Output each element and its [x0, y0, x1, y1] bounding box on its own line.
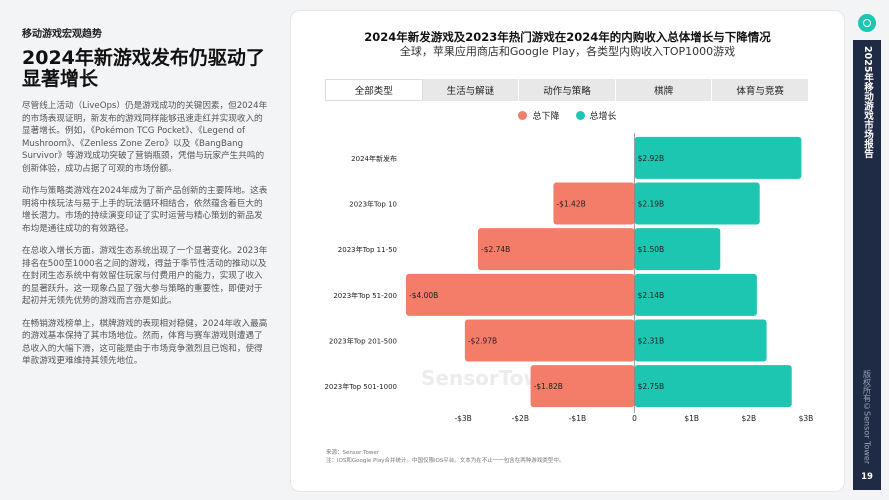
decline-value-label: -$4.00B [409, 291, 438, 300]
growth-value-label: $2.14B [638, 291, 665, 300]
category-label: 2024年新发布 [351, 154, 397, 163]
category-label: 2023年Top 51-200 [333, 291, 397, 300]
growth-value-label: $1.50B [638, 245, 665, 254]
decline-value-label: -$1.82B [534, 382, 563, 391]
decline-bar [406, 273, 635, 316]
decline-bar [478, 228, 635, 271]
category-label: 2023年Top 11-50 [338, 245, 397, 254]
chart-subtitle: 全球，苹果应用商店和Google Play，各类型内购收入TOP1000游戏 [399, 45, 736, 58]
tab-sports-racing[interactable]: 体育与竞赛 [712, 79, 809, 101]
body-text: 尽管线上活动（LiveOps）仍是游戏成功的关键因素，但2024年的市场表现证明… [22, 100, 270, 378]
x-tick-label: 0 [632, 414, 637, 423]
report-title: 2025年移动游戏市场报告 [862, 46, 873, 158]
legend-growth-label: 总增长 [589, 112, 617, 122]
genre-tabs: 全部类型 生活与解谜 动作与策略 棋牌 体育与竞赛 [325, 79, 809, 101]
growth-value-label: $2.92B [638, 154, 665, 163]
decline-value-label: -$2.74B [481, 245, 510, 254]
page-number: 19 [861, 472, 873, 482]
growth-bar [634, 182, 760, 225]
decline-bar [553, 182, 635, 225]
decline-bar [530, 365, 635, 408]
growth-bar [634, 273, 757, 316]
x-tick-label: $3B [799, 414, 814, 423]
legend-growth: 总增长 [575, 109, 617, 122]
paragraph-3: 在总收入增长方面，游戏生态系统出现了一个显著变化。2023年排名在500至100… [22, 246, 268, 306]
growth-bar [634, 319, 767, 362]
tab-action-strategy[interactable]: 动作与策略 [519, 79, 616, 101]
decline-value-label: -$1.42B [556, 200, 585, 209]
source-line-2: 注：iOS和Google Play合并统计。中国仅限iOS平台。文本为在不止一一… [326, 458, 565, 464]
growth-bar [634, 136, 802, 179]
copyright-text: 版权所有©Sensor Tower [862, 370, 872, 465]
x-tick-label: -$1B [569, 414, 586, 423]
text-panel [10, 10, 280, 488]
brand-logo-icon [853, 10, 881, 36]
growth-value-label: $2.31B [638, 337, 665, 346]
x-tick-label: $2B [742, 414, 757, 423]
chart-title: 2024年新发游戏及2023年热门游戏在2024年的内购收入总体增长与下降情况 [364, 30, 771, 44]
page-headline: 2024年新游戏发布仍驱动了显著增长 [22, 47, 265, 90]
paragraph-2: 动作与策略类游戏在2024年成为了新产品创新的主要阵地。这表明将中核玩法与易于上… [22, 186, 268, 234]
growth-bar [634, 365, 792, 408]
legend-decline-swatch [518, 111, 528, 120]
tab-lifestyle-puzzle[interactable]: 生活与解谜 [423, 79, 520, 101]
tab-casino[interactable]: 棋牌 [616, 79, 713, 101]
chart-legend: 总下降 总增长 [291, 109, 844, 122]
paragraph-1: 尽管线上活动（LiveOps）仍是游戏成功的关键因素，但2024年的市场表现证明… [22, 101, 268, 174]
decline-bar [464, 319, 635, 362]
category-label: 2023年Top 10 [349, 200, 397, 209]
bar-chart: 2024年新发布 $2.92B 2023年Top 10 -$1.42B $2.19B 20… [324, 133, 814, 423]
growth-value-label: $2.19B [638, 200, 665, 209]
category-label: 2023年Top 201-500 [329, 337, 397, 346]
legend-decline-label: 总下降 [532, 112, 560, 122]
x-tick-label: $1B [684, 414, 699, 423]
chart-card: 2024年新发游戏及2023年热门游戏在2024年的内购收入总体增长与下降情况 … [290, 10, 845, 492]
tab-all[interactable]: 全部类型 [325, 79, 423, 101]
legend-growth-swatch [575, 111, 585, 120]
growth-bar [634, 228, 721, 271]
section-label: 移动游戏宏观趋势 [22, 29, 102, 40]
legend-decline: 总下降 [518, 109, 560, 122]
x-tick-label: -$2B [512, 414, 529, 423]
category-label: 2023年Top 501-1000 [324, 382, 397, 391]
source-line-1: 来源：Sensor Tower [326, 450, 380, 456]
sidebar-band [853, 40, 881, 490]
growth-value-label: $2.75B [638, 382, 665, 391]
decline-value-label: -$2.97B [468, 337, 497, 346]
paragraph-4: 在畅销游戏榜单上，棋牌游戏的表现相对稳健，2024年收入最高的游戏基本保持了其市… [22, 318, 268, 367]
x-tick-label: -$3B [454, 414, 471, 423]
source-note: 来源：Sensor Tower 注：iOS和Google Play合并统计。中国… [326, 449, 564, 465]
